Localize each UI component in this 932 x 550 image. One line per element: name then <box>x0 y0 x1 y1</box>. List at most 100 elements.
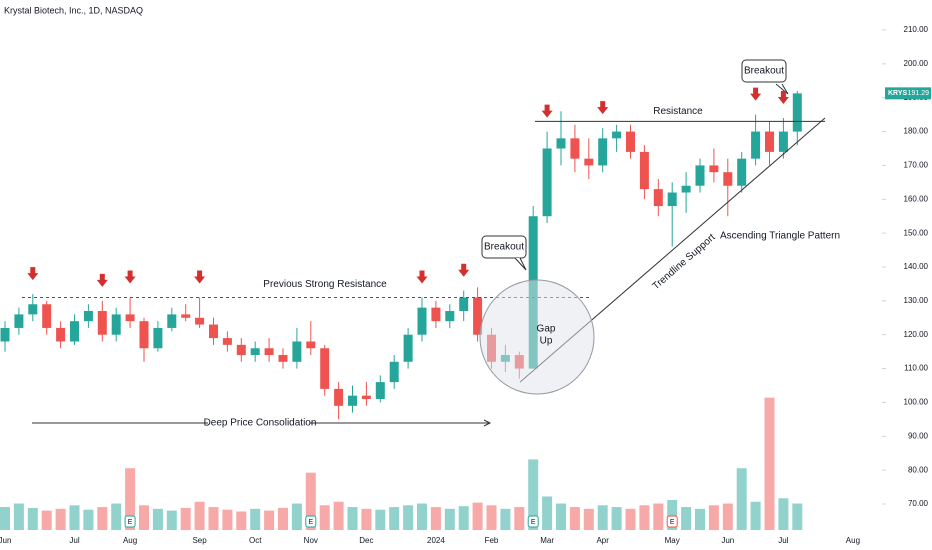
volume-bar <box>55 508 66 530</box>
candle-body <box>723 172 733 186</box>
volume-bar <box>333 501 344 530</box>
volume-bar <box>778 498 789 530</box>
candle-body <box>695 165 705 186</box>
candle-body <box>56 327 66 342</box>
earnings-label: E <box>670 519 675 526</box>
x-tick-label: Aug <box>123 536 137 545</box>
volume-bar <box>583 508 594 530</box>
chart-title: Krystal Biotech, Inc., 1D, NASDAQ <box>4 5 143 15</box>
candle-body <box>111 314 121 335</box>
candle-body <box>153 327 163 349</box>
volume-bar <box>278 507 288 530</box>
volume-bar <box>569 507 580 530</box>
volume-bar <box>13 503 24 530</box>
volume-bar <box>444 508 455 530</box>
volume-bar <box>111 503 122 530</box>
volume-bar <box>708 505 719 530</box>
candle-body <box>167 314 177 328</box>
gap-circle <box>479 279 595 395</box>
volume-bar <box>611 507 622 530</box>
y-tick-label: 170.00 <box>904 161 929 170</box>
candle-body <box>70 321 79 342</box>
x-tick-label: Jul <box>778 536 788 545</box>
x-tick-label: Mar <box>540 536 554 545</box>
candle-body <box>639 151 649 190</box>
resistance-touch-arrow <box>96 273 108 287</box>
volume-bar <box>403 505 414 530</box>
x-tick-label: 2024 <box>427 536 445 545</box>
candle-body <box>209 324 218 339</box>
volume-bar <box>695 508 705 530</box>
x-tick-label: Apr <box>596 536 609 545</box>
volume-bar <box>722 503 733 530</box>
volume-bar <box>542 496 553 530</box>
y-tick-label: 200.00 <box>904 59 929 68</box>
candle-body <box>348 395 357 406</box>
volume-bar <box>236 511 247 530</box>
y-tick-label: 130.00 <box>904 296 929 305</box>
x-tick-label: Jun <box>721 536 734 545</box>
volume-bar <box>152 508 163 530</box>
y-tick-label: 120.00 <box>904 330 929 339</box>
resistance-touch-arrow <box>194 270 206 284</box>
x-tick-label: Oct <box>249 536 262 545</box>
volume-bar <box>653 503 664 530</box>
candle-body <box>250 348 260 356</box>
candle-body <box>473 297 483 335</box>
candle-body <box>14 314 24 328</box>
resistance-touch-arrow <box>750 87 762 101</box>
candle-body <box>195 317 205 325</box>
y-tick-label: 160.00 <box>904 194 929 203</box>
candle-body <box>306 341 316 349</box>
callout-tail <box>514 257 527 271</box>
annotation: Resistance <box>653 106 703 117</box>
volume-bar <box>500 508 511 530</box>
volume-bar <box>0 507 10 530</box>
candle-body <box>320 348 330 389</box>
candle-body <box>264 348 274 356</box>
y-tick-label: 70.00 <box>908 499 929 508</box>
volume-bar <box>486 505 497 530</box>
y-tick-label: 180.00 <box>904 127 929 136</box>
candle-body <box>612 131 622 139</box>
volume-bar <box>514 507 525 530</box>
volume-bar <box>264 510 275 530</box>
y-tick-label: 150.00 <box>904 228 929 237</box>
candle-body <box>42 304 52 328</box>
volume-bar <box>792 503 803 530</box>
earnings-marker <box>527 515 539 528</box>
candle-body <box>598 138 608 166</box>
candle-body <box>653 189 663 207</box>
callout-box <box>481 235 527 259</box>
volume-bar <box>375 509 386 530</box>
volume-bar <box>291 503 302 530</box>
volume-bar <box>166 510 177 530</box>
volume-bar <box>556 503 566 530</box>
candle-body <box>389 361 399 383</box>
y-tick-label: 80.00 <box>908 465 929 474</box>
annotation: Trendline Support <box>651 232 718 292</box>
candle-body <box>681 185 691 193</box>
volume-bar <box>208 507 219 530</box>
candle-body <box>459 297 469 312</box>
volume-bar <box>417 503 427 530</box>
candle-body <box>542 148 552 217</box>
earnings-marker <box>124 515 136 528</box>
volume-bar <box>305 472 316 530</box>
x-tick-label: Nov <box>304 536 318 545</box>
candle-body <box>181 314 191 318</box>
annotation: Breakout <box>744 66 784 77</box>
candle-body <box>626 131 635 152</box>
annotation: Gap <box>537 324 556 335</box>
candle-body <box>417 307 427 335</box>
x-tick-label: Jul <box>69 536 79 545</box>
candle-body <box>778 131 788 152</box>
earnings-marker <box>666 515 678 528</box>
candle-body <box>667 192 677 207</box>
x-tick-label: Sep <box>192 536 207 545</box>
arrow-head <box>483 419 492 427</box>
annotation: Breakout <box>484 242 524 253</box>
resistance-touch-arrow <box>27 267 39 281</box>
candle-body <box>139 321 149 349</box>
